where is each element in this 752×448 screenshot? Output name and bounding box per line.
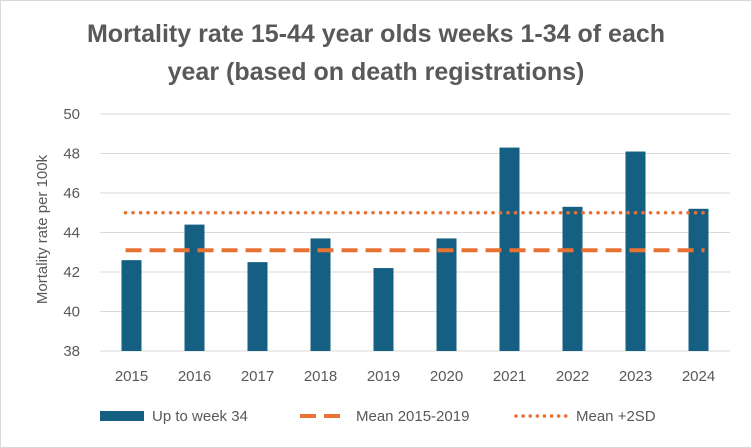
chart-title-line-1: Mortality rate 15-44 year olds weeks 1-3… [86, 20, 666, 48]
chart-title-line-2: year (based on death registrations) [167, 58, 585, 86]
y-tick-label: 42 [63, 264, 80, 281]
x-tick-label: 2021 [493, 368, 526, 385]
legend-item-series-3: Mean +2SD [514, 404, 656, 428]
x-tick-label: 2020 [430, 368, 463, 385]
bar [184, 224, 205, 351]
legend-label: Mean +2SD [576, 407, 656, 425]
y-tick-label: 46 [63, 185, 80, 202]
legend-swatch-dashed-line [300, 414, 346, 418]
bar [436, 238, 457, 351]
bar [121, 260, 142, 351]
bar [247, 262, 268, 351]
legend-swatch-bar [100, 411, 144, 421]
x-tick-label: 2016 [178, 368, 211, 385]
legend-label: Mean 2015-2019 [356, 407, 470, 425]
bar [562, 206, 583, 351]
legend-label: Up to week 34 [152, 407, 248, 425]
legend-item-series-2: Mean 2015-2019 [298, 404, 469, 428]
legend-item-series-1: Up to week 34 [100, 404, 248, 428]
bar [310, 238, 331, 351]
x-tick-label: 2022 [556, 368, 589, 385]
x-tick-label: 2018 [304, 368, 337, 385]
chart-legend: Up to week 34 Mean 2015-2019 Mean +2SD [0, 404, 752, 428]
x-tick-label: 2023 [619, 368, 652, 385]
x-tick-label: 2019 [367, 368, 400, 385]
y-tick-label: 48 [63, 146, 80, 163]
x-tick-label: 2017 [241, 368, 274, 385]
bar [688, 208, 709, 351]
x-tick-label: 2015 [115, 368, 148, 385]
y-tick-label: 40 [63, 304, 80, 321]
legend-swatch-dotted-line [514, 414, 568, 418]
y-axis-title: Mortality rate per 100k [34, 154, 51, 304]
y-tick-label: 44 [63, 225, 80, 242]
y-tick-label: 38 [63, 343, 80, 360]
x-tick-label: 2024 [682, 368, 715, 385]
bar [373, 268, 394, 351]
y-tick-label: 50 [63, 106, 80, 123]
